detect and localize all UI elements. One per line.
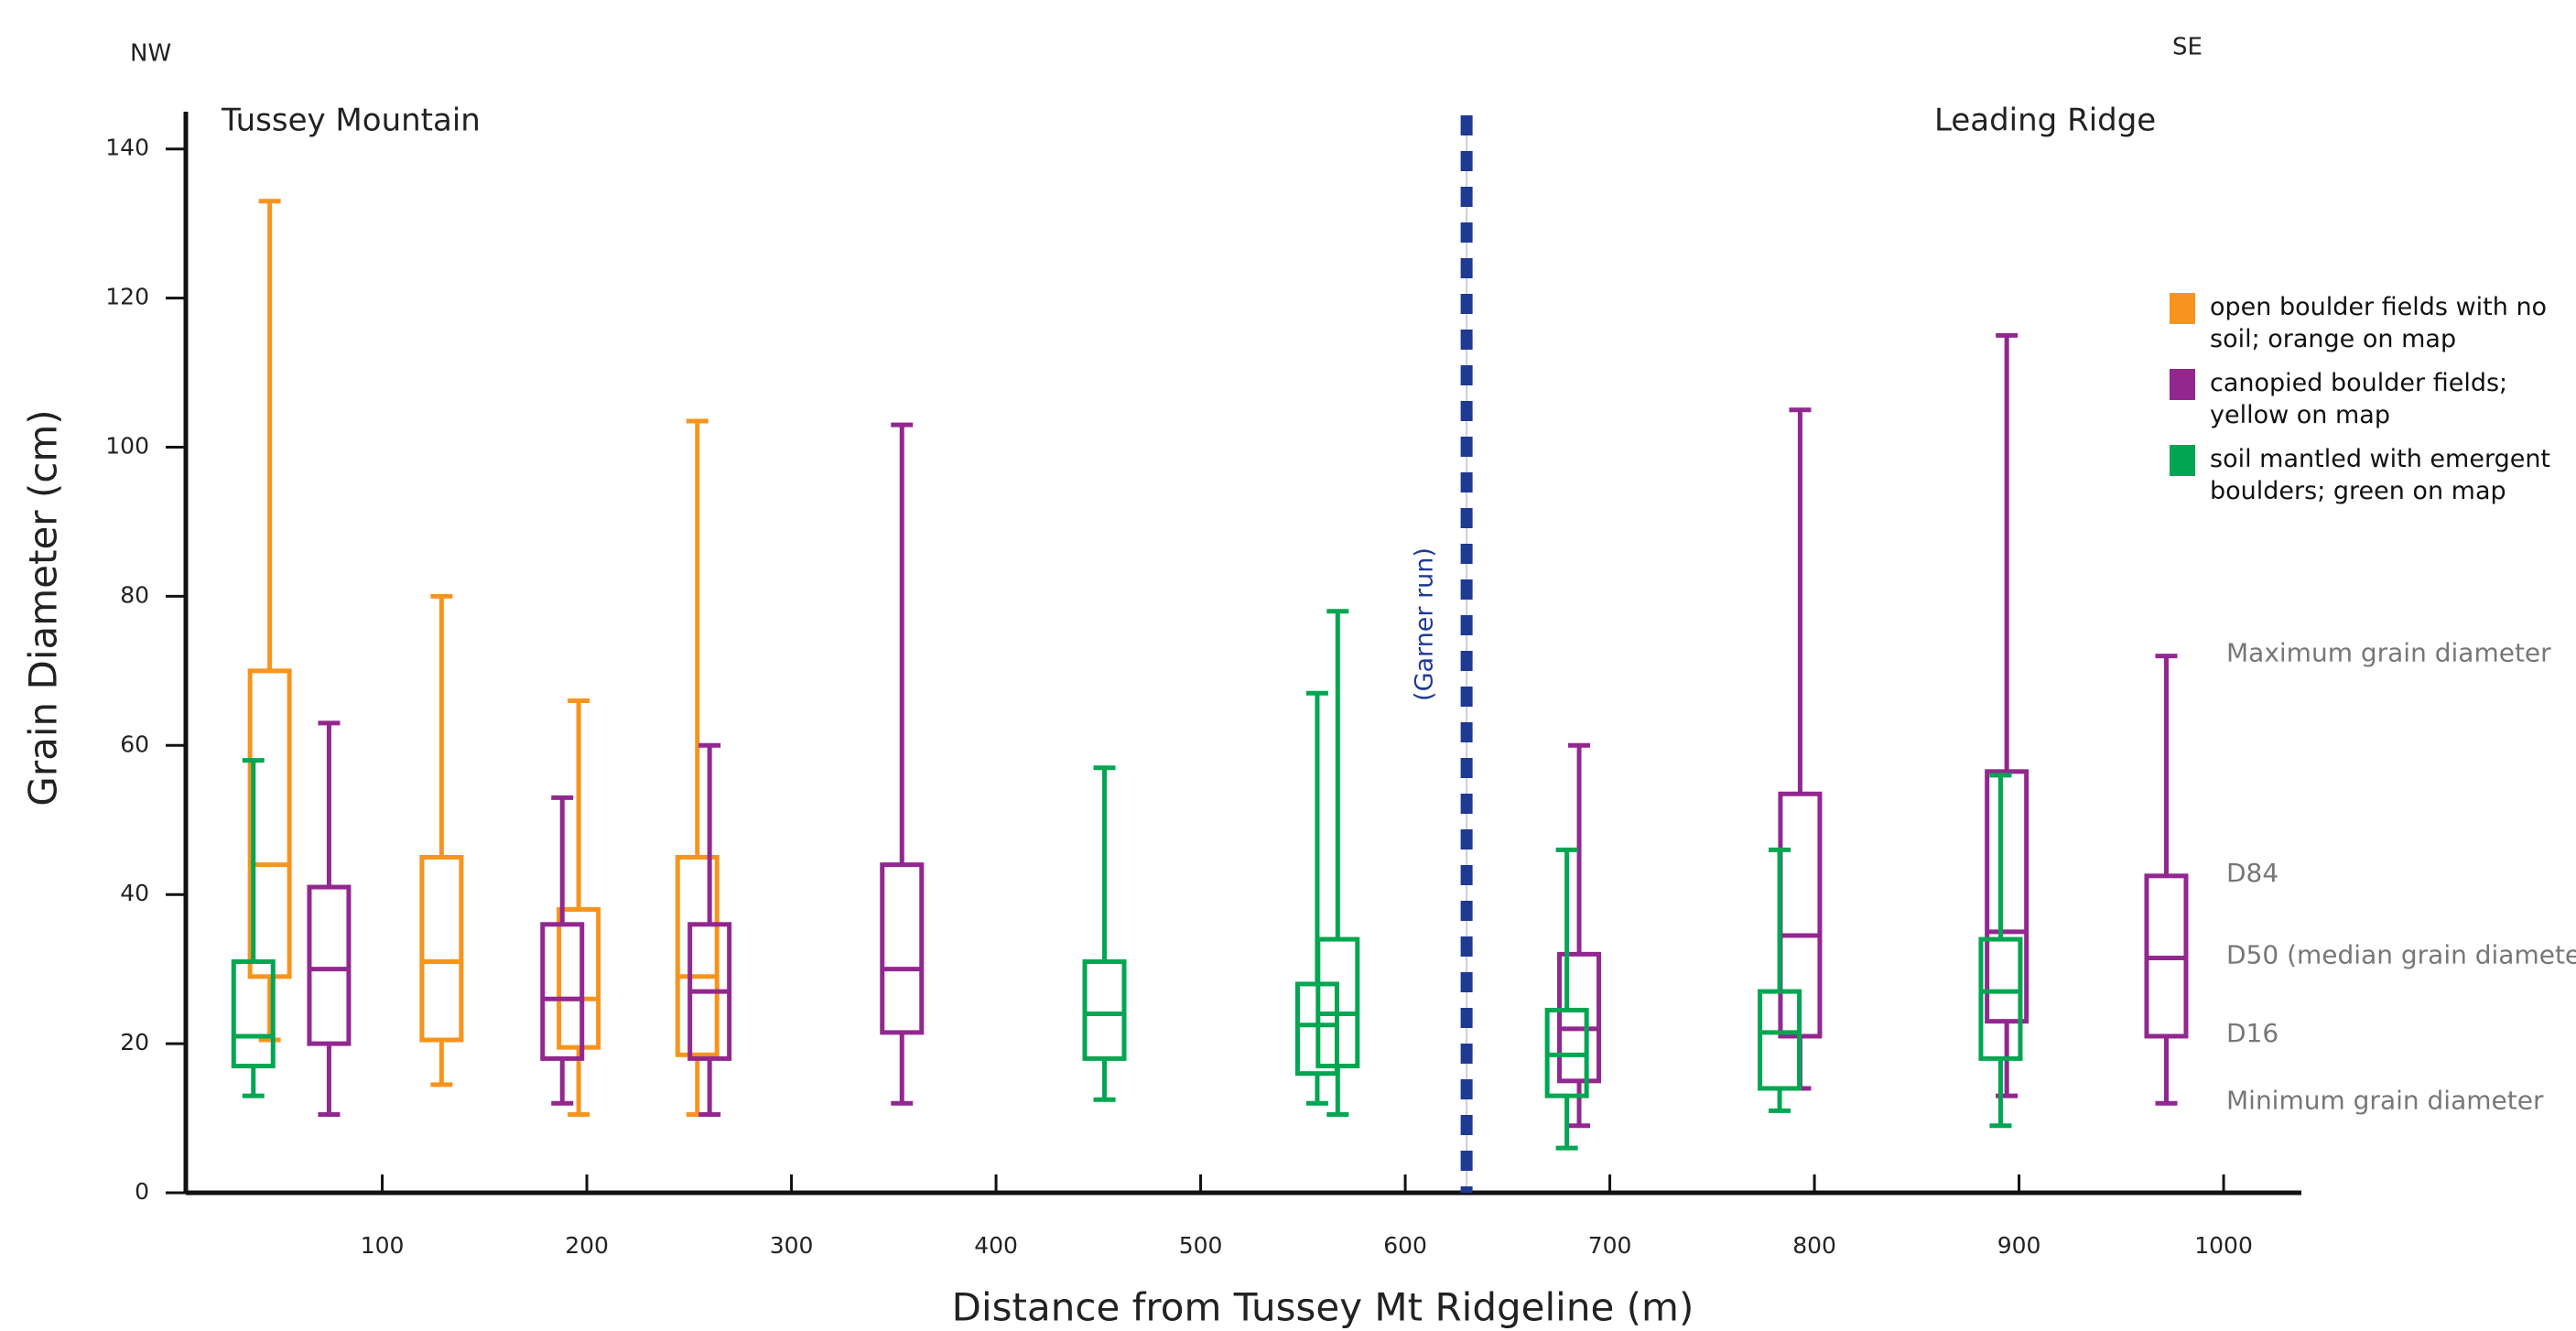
box (1758, 989, 1802, 1091)
box (419, 854, 464, 1043)
legend-label: canopied boulder fields; yellow on map (2210, 369, 2508, 429)
y-tick-label: 60 (120, 730, 149, 757)
box (1978, 936, 2023, 1061)
x-tick-label: 900 (1997, 1232, 2041, 1259)
legend-item: canopied boulder fields; yellow on map (2170, 367, 2554, 431)
key-label: Minimum grain diameter (2226, 1085, 2544, 1115)
legend-label: soil mantled with emergent boulders; gre… (2210, 445, 2551, 505)
legend-swatch (2170, 293, 2195, 324)
key-label: Maximum grain diameter (2226, 638, 2551, 668)
x-tick-label: 200 (565, 1232, 609, 1259)
y-tick-label: 140 (105, 135, 149, 161)
legend-item: open boulder fields with no soil; orange… (2170, 291, 2554, 355)
box (1315, 936, 1360, 1069)
box (557, 906, 601, 1050)
key-label: D84 (2226, 858, 2278, 888)
y-tick-label: 40 (120, 880, 149, 906)
direction-label: SE (2172, 34, 2203, 61)
y-tick-label: 120 (105, 284, 149, 310)
box (675, 854, 720, 1057)
x-axis-title: Distance from Tussey Mt Ridgeline (m) (952, 1285, 1694, 1330)
legend-swatch (2170, 445, 2195, 476)
x-tick-label: 600 (1383, 1232, 1427, 1259)
x-tick-label: 300 (770, 1232, 814, 1259)
box (1557, 951, 1602, 1084)
x-tick-label: 700 (1588, 1232, 1632, 1259)
y-axis-title: Grain Diameter (cm) (21, 409, 66, 806)
region-label: Leading Ridge (1934, 103, 2156, 139)
divider-label: (Garner run) (1411, 547, 1439, 701)
x-tick-label: 100 (361, 1232, 405, 1259)
x-tick-label: 1000 (2194, 1232, 2253, 1259)
y-tick-label: 80 (120, 581, 149, 608)
legend-label: open boulder fields with no soil; orange… (2210, 293, 2548, 353)
box (231, 959, 276, 1069)
box (1985, 769, 2029, 1024)
x-tick-label: 400 (974, 1232, 1018, 1259)
y-tick-label: 100 (105, 433, 149, 460)
x-tick-label: 800 (1792, 1232, 1836, 1259)
key-label: D16 (2226, 1018, 2278, 1048)
box (540, 922, 585, 1061)
region-label: Tussey Mountain (221, 103, 481, 139)
y-tick-label: 0 (135, 1178, 149, 1205)
y-tick-label: 20 (120, 1029, 149, 1055)
box (1082, 959, 1127, 1061)
legend-swatch (2170, 369, 2195, 400)
box (247, 668, 292, 979)
box (307, 884, 352, 1046)
key-label: D50 (median grain diameter) (2226, 939, 2576, 969)
legend-item: soil mantled with emergent boulders; gre… (2170, 443, 2554, 507)
direction-label: NW (130, 40, 171, 68)
x-tick-label: 500 (1179, 1232, 1223, 1259)
box (880, 862, 925, 1035)
